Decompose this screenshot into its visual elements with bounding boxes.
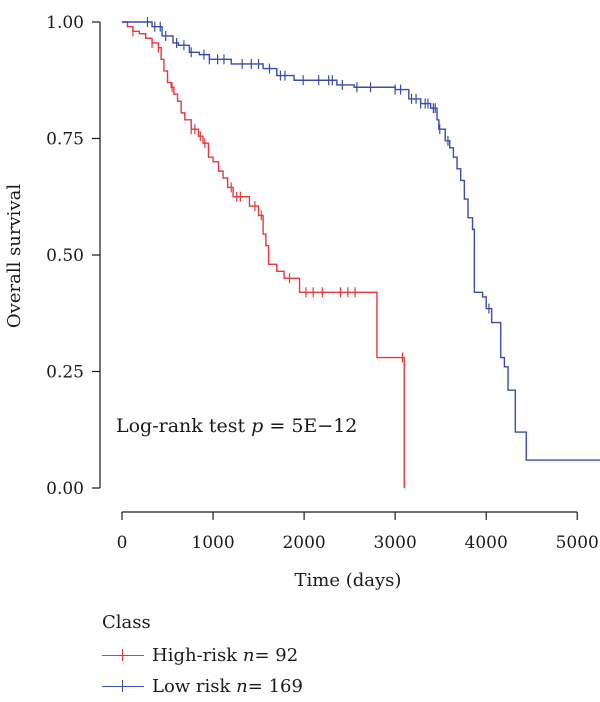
y-axis-title: Overall survival [4,184,25,328]
y-tick-label: 1.00 [46,13,84,33]
y-tick-label: 0.25 [46,363,84,383]
legend-n-high-risk: n [242,645,255,666]
logrank-annotation: Log-rank test p = 5E−12 [116,415,357,437]
legend-title: Class [102,612,151,633]
legend-n-low-risk: n [236,676,248,697]
logrank-label: Log-rank test [116,415,251,437]
y-ticks: 0.00 0.25 0.50 0.75 1.00 [46,13,100,499]
x-axis-title: Time (days) [295,570,402,591]
logrank-p: p [251,415,263,437]
y-tick-label: 0.50 [46,246,84,266]
legend-count-low-risk: = 169 [247,676,303,697]
legend-item-high-risk: High-risk n = 92 [102,645,298,666]
x-tick-label: 0 [117,533,128,553]
x-tick-label: 2000 [282,533,325,553]
survival-curve-low-risk [122,21,600,461]
x-ticks: 0 1000 2000 3000 4000 5000 [117,512,599,553]
x-tick-label: 1000 [191,533,234,553]
legend-label-low-risk: Low risk [152,676,231,697]
legend-item-low-risk: Low risk n = 169 [102,676,303,697]
y-tick-label: 0.00 [46,479,84,499]
legend-swatch-low-risk [102,677,144,697]
x-tick-label: 3000 [374,533,417,553]
series-layer [122,17,600,488]
legend-label-high-risk: High-risk [152,645,238,666]
axes: 0.00 0.25 0.50 0.75 1.00 0 1000 2000 3000 4000 50… [4,13,599,591]
y-tick-label: 0.75 [46,130,84,150]
x-tick-label: 5000 [556,533,599,553]
legend-swatch-high-risk [102,646,144,666]
x-tick-label: 4000 [465,533,508,553]
legend-count-high-risk: = 92 [254,645,299,666]
logrank-value: = 5E−12 [263,415,357,437]
